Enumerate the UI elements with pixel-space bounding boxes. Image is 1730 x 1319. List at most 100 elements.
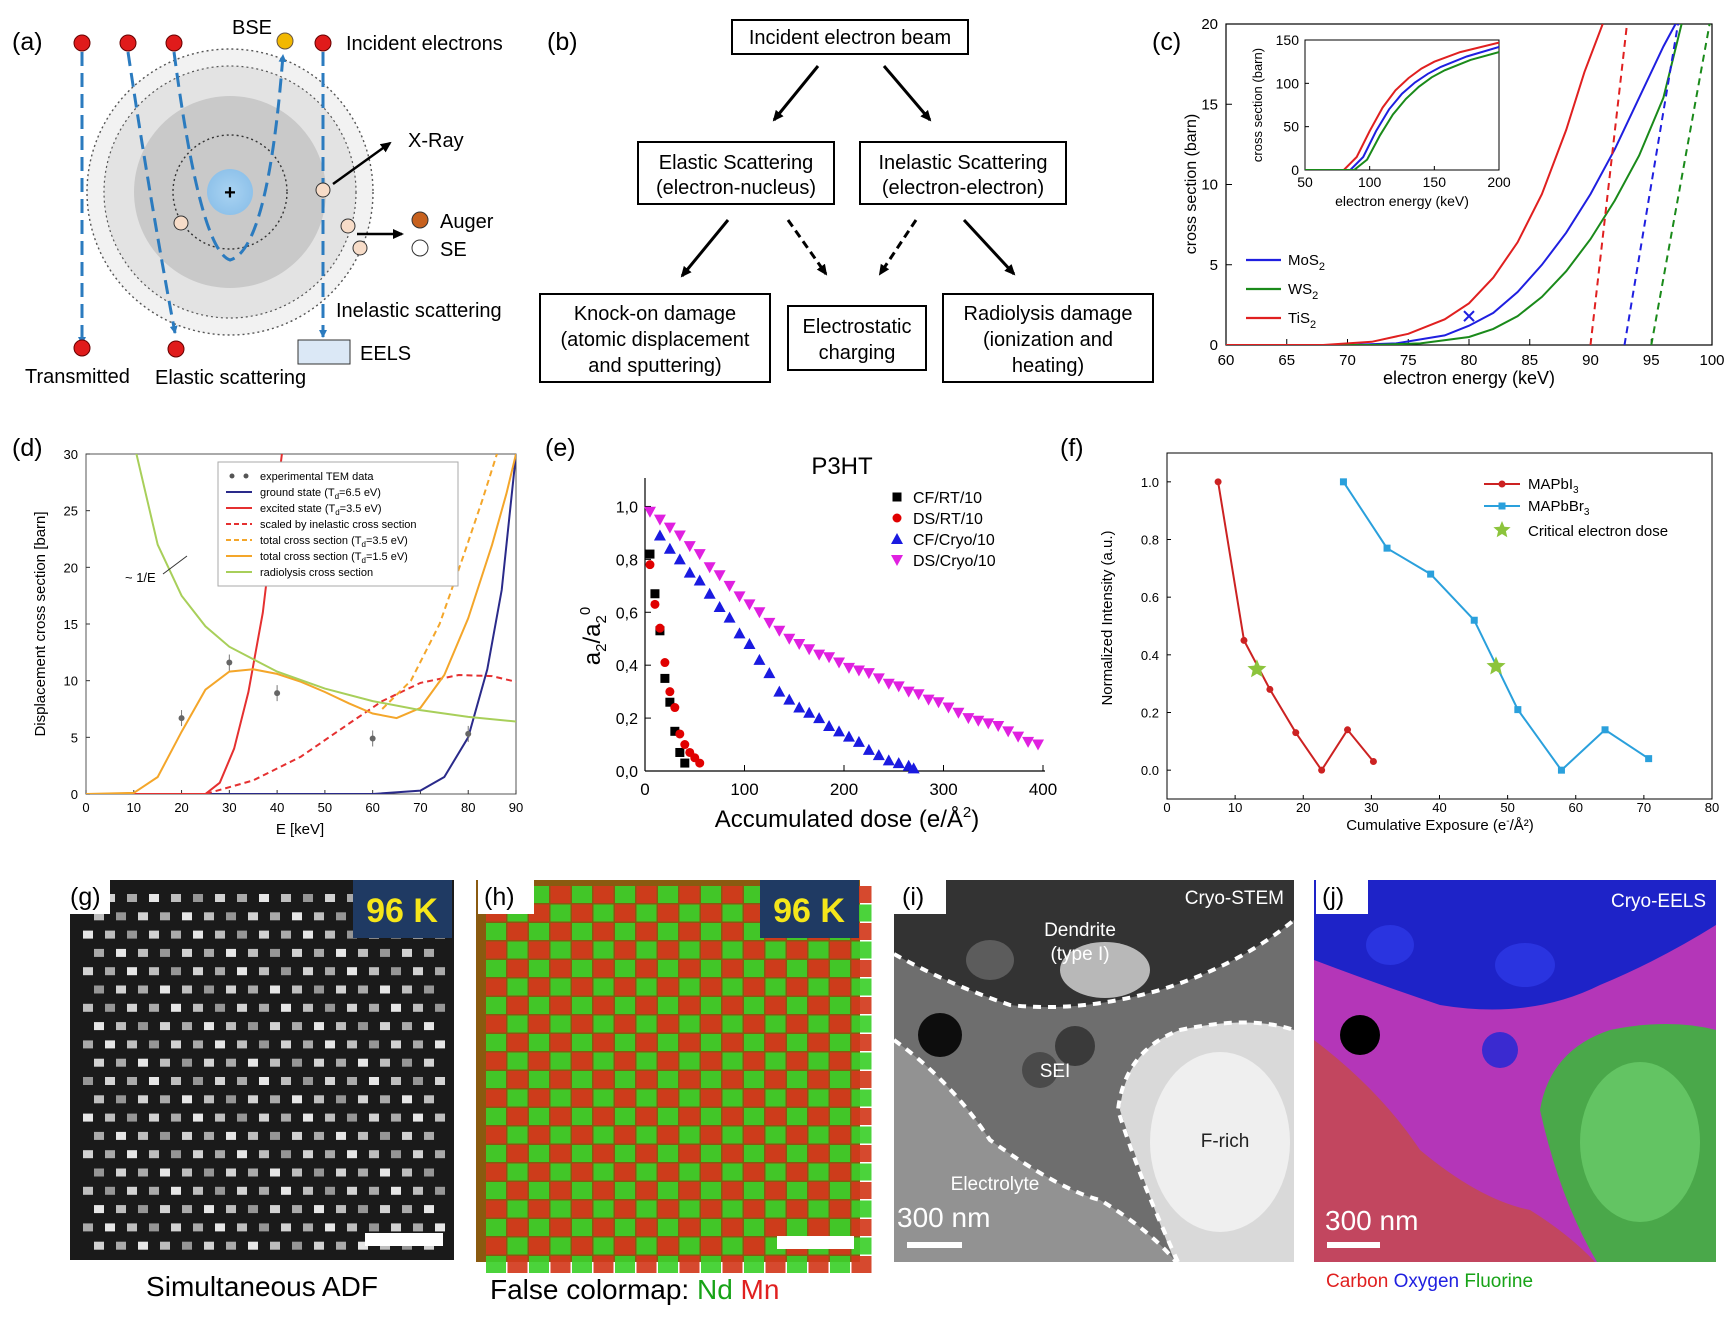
lattice-cell: [701, 1034, 721, 1051]
chart-e-ticks: 0 100 200 300 400 0,0 0,2 0,4 0,6 0,8 1,0: [616, 478, 1057, 799]
scale-bar-g: [365, 1233, 443, 1246]
lattice-atom: [292, 985, 302, 994]
chart-c-ticks: 60 65 70 75 80 85 90 95 100 0 5 10 15 20: [1201, 16, 1724, 369]
lattice-atom: [424, 1095, 434, 1104]
f-xtick-label: 80: [1705, 800, 1719, 815]
lattice-atom: [380, 948, 390, 957]
lattice-cell: [722, 1182, 743, 1199]
lattice-cell: [636, 941, 657, 959]
ci-ytick-label: 50: [1283, 119, 1299, 135]
lattice-atom: [226, 1095, 236, 1104]
lattice-cell: [808, 1200, 829, 1218]
d-xtick-label: 0: [82, 800, 89, 815]
lattice-atom: [237, 1150, 247, 1159]
lattice-atom: [435, 1113, 445, 1122]
e-point: [793, 639, 806, 651]
lattice-atom: [336, 1058, 346, 1067]
lattice-atom: [182, 948, 192, 957]
lattice-cell: [744, 1163, 764, 1181]
lattice-cell: [550, 1163, 571, 1181]
lattice-atom: [358, 985, 368, 994]
lattice-cell: [593, 997, 614, 1014]
knockon-text-1: Knock-on damage: [574, 303, 736, 325]
lattice-cell: [593, 1052, 614, 1070]
lattice-cell: [722, 1034, 743, 1051]
lattice-cell: [636, 1145, 657, 1162]
lattice-atom: [105, 1077, 115, 1085]
lattice-atom: [248, 1058, 258, 1067]
lattice-cell: [851, 1089, 872, 1107]
lattice-atom: [336, 1022, 346, 1031]
lattice-cell: [679, 886, 700, 903]
lattice-atom: [248, 948, 258, 957]
f-critical-star: [1486, 656, 1506, 675]
lattice-cell: [636, 886, 657, 903]
lattice-atom: [149, 1003, 159, 1012]
electron-dot: [119, 34, 137, 52]
lattice-cell: [636, 1182, 657, 1199]
lattice-cell: [808, 1126, 829, 1144]
lattice-cell: [636, 1052, 657, 1070]
lattice-cell: [787, 1071, 807, 1088]
f-ytick-label: 0.0: [1141, 763, 1159, 778]
e-point: [675, 729, 685, 739]
e-point: [643, 506, 656, 518]
panel-d-label: (d): [12, 434, 43, 462]
lattice-cell: [722, 978, 743, 996]
e-point: [882, 754, 895, 766]
lattice-atom: [325, 1113, 335, 1122]
lattice-atom: [94, 1131, 104, 1140]
lattice-cell: [572, 978, 592, 996]
d-xtick-label: 40: [270, 800, 284, 815]
e-point: [753, 607, 766, 619]
lattice-cell: [744, 886, 764, 903]
caption-h: False colormap: Nd Mn: [490, 1274, 779, 1305]
lattice-cell: [679, 904, 700, 922]
lattice-cell: [722, 960, 743, 977]
lattice-cell: [765, 978, 786, 996]
temp-text-g: 96 K: [366, 892, 438, 930]
lattice-atom: [83, 1150, 93, 1159]
e-point: [680, 758, 690, 768]
lattice-atom: [182, 1241, 192, 1250]
lattice-cell: [722, 1237, 743, 1255]
lattice-cell: [701, 1219, 721, 1236]
lattice-cell: [486, 1108, 506, 1125]
lattice-atom: [160, 948, 170, 957]
adf-image: [70, 880, 454, 1260]
eels-label: EELS: [360, 343, 411, 365]
lattice-atom: [391, 1077, 401, 1085]
d-legend-text: radiolysis cross section: [260, 567, 373, 579]
panel-c-label: (c): [1152, 28, 1181, 56]
e-point: [1012, 731, 1025, 743]
lattice-cell: [744, 1219, 764, 1236]
e-point: [892, 513, 902, 523]
lattice-atom: [303, 1040, 313, 1049]
lattice-atom: [270, 948, 280, 957]
lattice-cell: [550, 1015, 571, 1033]
c-xtick-label: 85: [1521, 352, 1538, 369]
panel-h-label: (h): [484, 883, 515, 911]
lattice-atom: [413, 1040, 423, 1049]
lattice-cell: [830, 1182, 850, 1199]
lattice-atom: [435, 1077, 445, 1085]
lattice-cell: [787, 1108, 807, 1125]
lattice-cell: [615, 1182, 635, 1199]
lattice-cell: [787, 978, 807, 996]
c-marker: [1463, 310, 1475, 322]
lattice-atom: [204, 1058, 214, 1067]
lattice-atom: [336, 1131, 346, 1140]
e-ytick-label: 0,0: [616, 764, 638, 781]
lattice-atom: [160, 1241, 170, 1250]
knockon-text-2: (atomic displacement: [561, 329, 750, 351]
panel-g-label-bg: [62, 874, 110, 914]
e-point: [663, 522, 676, 534]
d-ytick-label: 0: [71, 787, 78, 802]
lattice-cell: [529, 1089, 549, 1107]
lattice-atom: [380, 1022, 390, 1031]
auger-electron: [340, 218, 356, 234]
lattice-cell: [658, 1145, 678, 1162]
lattice-cell: [744, 1089, 764, 1107]
sei-boundary-top: [893, 918, 1296, 1010]
lattice-atom: [138, 1058, 148, 1067]
